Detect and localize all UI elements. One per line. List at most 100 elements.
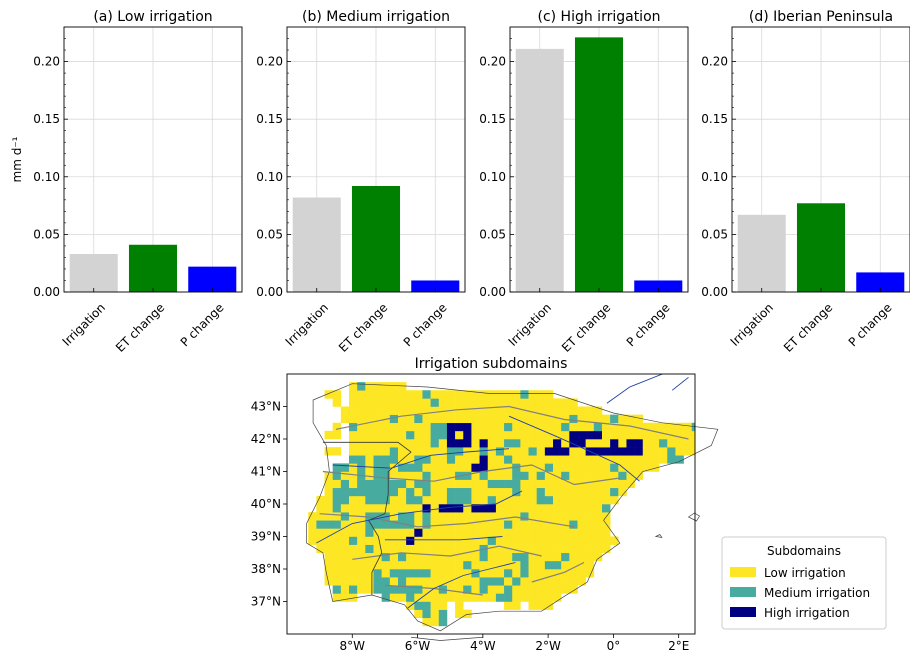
grid-cell: [577, 422, 586, 432]
grid-cell: [585, 569, 595, 578]
legend-swatch: [730, 567, 756, 577]
grid-cell: [512, 577, 521, 586]
basin-boundary: [531, 561, 585, 583]
river: [671, 376, 689, 391]
grid-cell: [544, 528, 554, 537]
grid-cell: [340, 569, 350, 578]
grid-cell: [610, 455, 619, 464]
grid-cell: [512, 479, 521, 489]
grid-cell: [479, 536, 489, 545]
grid-cell: [389, 536, 399, 545]
grid-cell: [553, 471, 562, 480]
grid-cell: [422, 617, 431, 627]
grid-cell: [569, 422, 578, 432]
ytick-label: 0.15: [256, 112, 283, 126]
grid-cell: [340, 471, 350, 480]
grid-cell: [536, 422, 546, 432]
grid-cell: [332, 487, 342, 497]
grid-cell: [504, 487, 513, 497]
grid-cell: [536, 577, 546, 586]
bar-et-change: [128, 244, 178, 292]
grid-cell: [471, 593, 480, 602]
basin-boundary: [319, 513, 575, 528]
grid-cell: [463, 422, 472, 432]
grid-cell: [397, 479, 407, 489]
grid-cell: [406, 520, 415, 529]
grid-cell: [536, 463, 546, 472]
grid-cell: [422, 455, 431, 464]
grid-cell: [430, 406, 440, 415]
grid-cell: [438, 512, 448, 521]
grid-cell: [528, 512, 537, 521]
grid-cell: [495, 577, 505, 586]
grid-cell: [455, 544, 464, 554]
grid-cell: [340, 487, 350, 497]
grid-cell: [479, 422, 489, 432]
grid-cell: [479, 577, 489, 586]
grid-cell: [414, 430, 423, 440]
grid-cell: [463, 479, 472, 489]
grid-cell: [610, 495, 619, 505]
grid-cell: [520, 390, 529, 399]
grid-cell: [365, 495, 374, 505]
grid-cell: [577, 577, 586, 586]
grid-cell: [463, 536, 472, 545]
legend-label: High irrigation: [764, 606, 850, 620]
grid-cell: [561, 430, 570, 440]
grid-cell: [332, 528, 342, 537]
grid-cell: [422, 471, 431, 480]
grid-cell: [512, 471, 521, 480]
grid-cell: [593, 520, 603, 529]
grid-cell: [357, 447, 366, 456]
grid-cell: [626, 463, 635, 472]
grid-cell: [324, 536, 333, 545]
grid-cell: [357, 406, 366, 415]
grid-cell: [446, 390, 456, 399]
grid-cell: [553, 439, 562, 448]
grid-cell: [520, 495, 529, 505]
grid-cell: [373, 552, 382, 562]
grid-cell: [634, 430, 644, 440]
grid-cell: [561, 544, 570, 554]
grid-cell: [422, 528, 431, 537]
axes-frame: [63, 26, 243, 293]
grid-cell: [340, 520, 350, 529]
ytick-label: 0.20: [479, 55, 506, 69]
grid-cell: [512, 544, 521, 554]
ytick-label: 0.10: [33, 170, 60, 184]
grid-cell: [414, 479, 423, 489]
grid-cell: [430, 471, 440, 480]
grid-cell: [528, 593, 537, 602]
grid-cell: [528, 528, 537, 537]
grid-cell: [471, 520, 480, 529]
grid-cell: [357, 422, 366, 432]
grid-cell: [406, 544, 415, 554]
grid-cell: [332, 577, 342, 586]
grid-cell: [397, 560, 407, 570]
grid-cell: [585, 495, 595, 505]
grid-cell: [626, 455, 635, 464]
grid-cell: [373, 504, 382, 513]
grid-cell: [471, 495, 480, 505]
grid-cell: [618, 455, 627, 464]
grid-cell: [601, 536, 611, 545]
grid-cell: [577, 495, 586, 505]
grid-cell: [487, 585, 497, 594]
grid-cell: [365, 471, 374, 480]
grid-cell: [455, 528, 464, 537]
grid-cell: [397, 390, 407, 399]
grid-cell: [455, 406, 464, 415]
grid-cell: [463, 544, 472, 554]
grid-cell: [487, 569, 497, 578]
grid-cell: [340, 504, 350, 513]
grid-cell: [512, 398, 521, 407]
grid-cell: [373, 560, 382, 570]
grid-cell: [569, 552, 578, 562]
grid-cell: [414, 487, 423, 497]
grid-cell: [373, 398, 382, 407]
grid-cell: [430, 439, 440, 448]
grid-cell: [561, 439, 570, 448]
grid-cell: [512, 422, 521, 432]
grid-cell: [414, 406, 423, 415]
grid-cell: [536, 479, 546, 489]
